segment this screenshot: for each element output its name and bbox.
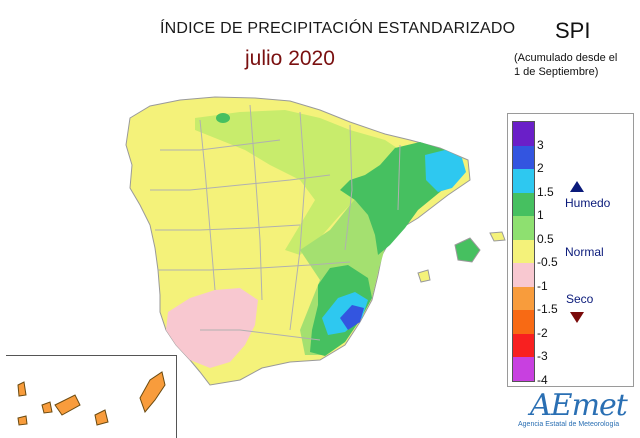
island-la-gomera (41, 401, 53, 414)
accumulation-note: (Acumulado desde el 1 de Septiembre) (514, 51, 639, 79)
dry-triangle-icon (570, 312, 584, 323)
island-gran-canaria (94, 409, 109, 426)
legend-segment (513, 333, 534, 358)
accumulation-note-line1: (Acumulado desde el (514, 52, 618, 64)
title: ÍNDICE DE PRECIPITACIÓN ESTANDARIZADO (160, 20, 516, 37)
legend-tick-label: 1.5 (537, 184, 554, 199)
legend-tick-label: -2 (537, 325, 548, 340)
legend-tick-label: 3 (537, 137, 544, 152)
label-humedo: Humedo (565, 196, 611, 210)
legend-segment (513, 169, 534, 193)
aemet-logo-sub: Agencia Estatal de Meteorología (518, 421, 620, 428)
wet-triangle-icon (570, 181, 584, 192)
legend-tick-label: -4 (537, 373, 548, 387)
island-el-hierro (17, 415, 28, 426)
island-ibiza (417, 269, 431, 283)
legend-segment (513, 216, 534, 240)
zone-cyan-catalonia (425, 150, 466, 192)
legend-frame (507, 113, 634, 387)
label-normal: Normal (565, 245, 604, 259)
legend-tick-label: -3 (537, 349, 548, 364)
zone-light-green-north (195, 110, 400, 255)
zone-blue-murcia (340, 305, 364, 330)
label-seco: Seco (566, 292, 594, 306)
zone-green-galicia-spot (216, 113, 230, 123)
legend-segment (513, 310, 534, 334)
legend-colorbar (512, 121, 535, 382)
legend-tick-label: -1.5 (537, 302, 558, 317)
aemet-logo: AEmet (530, 388, 628, 423)
zone-pink-southwest (166, 288, 258, 368)
index-code: SPI (555, 18, 591, 43)
island-tenerife (54, 394, 81, 416)
canary-islands (17, 371, 166, 426)
legend-segment (513, 192, 534, 217)
legend-segment (513, 122, 534, 146)
island-menorca (489, 231, 506, 242)
legend-tick-label: 2 (537, 161, 544, 176)
legend-tick-label: 0.5 (537, 231, 554, 246)
island-mallorca (454, 237, 481, 263)
legend-segment (513, 263, 534, 287)
accumulation-note-line2: 1 de Septiembre) (514, 66, 599, 78)
province-boundaries (150, 104, 401, 341)
legend-segment (513, 145, 534, 170)
legend-tick-label: -1 (537, 278, 548, 293)
island-lanzarote-fuerteventura (139, 371, 166, 413)
island-la-palma (17, 381, 27, 397)
legend-segment (513, 286, 534, 311)
legend-segment (513, 357, 534, 381)
legend-segment (513, 239, 534, 264)
subtitle-month: julio 2020 (245, 47, 335, 70)
legend-tick-label: 1 (537, 208, 544, 223)
canary-inset-frame (6, 355, 177, 438)
legend-tick-label: -0.5 (537, 255, 558, 270)
aemet-logo-text: AEmet (530, 388, 628, 423)
